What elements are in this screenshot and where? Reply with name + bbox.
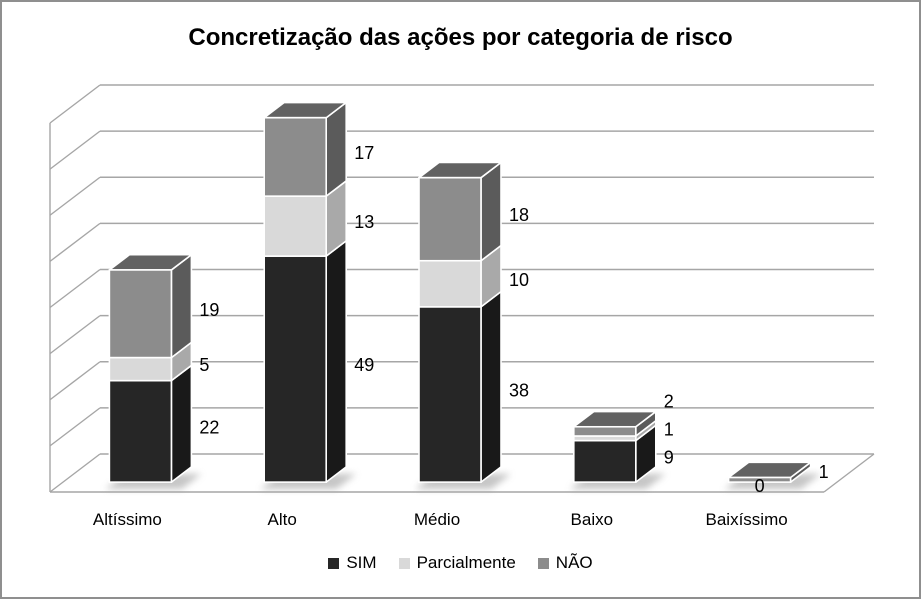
category-label: Médio — [414, 510, 460, 529]
bar-segment-front — [572, 439, 637, 483]
bar-segment-front — [263, 116, 328, 197]
chart-title: Concretização das ações por categoria de… — [188, 24, 733, 51]
bar-segment-front — [727, 476, 792, 483]
category-label: Alto — [268, 510, 297, 529]
grid-line-wall — [49, 222, 101, 262]
grid-line-wall — [49, 84, 101, 124]
legend-swatch — [398, 557, 410, 569]
legend-item: Parcialmente — [398, 553, 516, 573]
grid-line-wall — [49, 130, 101, 170]
bar-segment-front — [263, 195, 328, 257]
bar-segment-side — [170, 253, 193, 359]
data-label: 18 — [509, 205, 529, 225]
data-label: 19 — [199, 300, 219, 320]
data-labels: 22 5 19 49 13 17 38 10 18 9 1 2 0 1 — [199, 143, 828, 496]
grid-line-wall — [49, 361, 101, 401]
data-label: 17 — [354, 143, 374, 163]
bar-segment-front — [418, 306, 482, 483]
data-label: 22 — [199, 417, 219, 437]
bar-segment-front — [418, 176, 482, 262]
legend-swatch — [537, 557, 549, 569]
grid-line-wall — [49, 453, 101, 493]
grid-line-wall — [49, 407, 101, 447]
legend-item: NÃO — [537, 553, 593, 573]
category-label: Baixíssimo — [706, 510, 788, 529]
bar-segment-front — [418, 259, 482, 308]
data-label: 5 — [199, 355, 209, 375]
bar-segment-front — [108, 379, 173, 483]
category-label: Baixo — [571, 510, 614, 529]
data-label: 10 — [509, 270, 529, 290]
bar-segment-front — [108, 269, 173, 359]
data-label: 49 — [354, 355, 374, 375]
legend-label: NÃO — [555, 553, 593, 572]
bar-segment-side — [325, 101, 348, 197]
grid-line-wall — [49, 268, 101, 309]
data-label: 0 — [755, 476, 765, 496]
legend: SIM Parcialmente NÃO — [2, 553, 919, 573]
data-label: 2 — [664, 391, 674, 411]
bar-segment-side — [480, 290, 502, 483]
category-label: Altíssimo — [93, 510, 162, 529]
category-axis: Altíssimo Alto Médio Baixo Baixíssimo — [93, 510, 788, 529]
grid-line-wall — [49, 315, 101, 355]
bar-segment-side — [325, 240, 348, 483]
legend-label: SIM — [346, 553, 377, 572]
legend-item: SIM — [328, 553, 377, 573]
legend-label: Parcialmente — [416, 553, 516, 572]
data-label: 13 — [354, 212, 374, 232]
floor-right-edge — [823, 453, 875, 493]
bar-segment-side — [480, 161, 502, 262]
bar-segment-front — [572, 425, 637, 437]
bar-segment-side — [170, 364, 193, 483]
bar-segment-front — [108, 356, 173, 382]
data-label: 1 — [664, 419, 674, 439]
bars — [108, 101, 812, 483]
data-label: 38 — [509, 380, 529, 400]
grid-line-wall — [49, 176, 101, 216]
bar-segment-front — [263, 255, 328, 483]
data-label: 1 — [819, 462, 829, 482]
legend-swatch — [328, 557, 340, 569]
data-label: 9 — [664, 447, 674, 467]
